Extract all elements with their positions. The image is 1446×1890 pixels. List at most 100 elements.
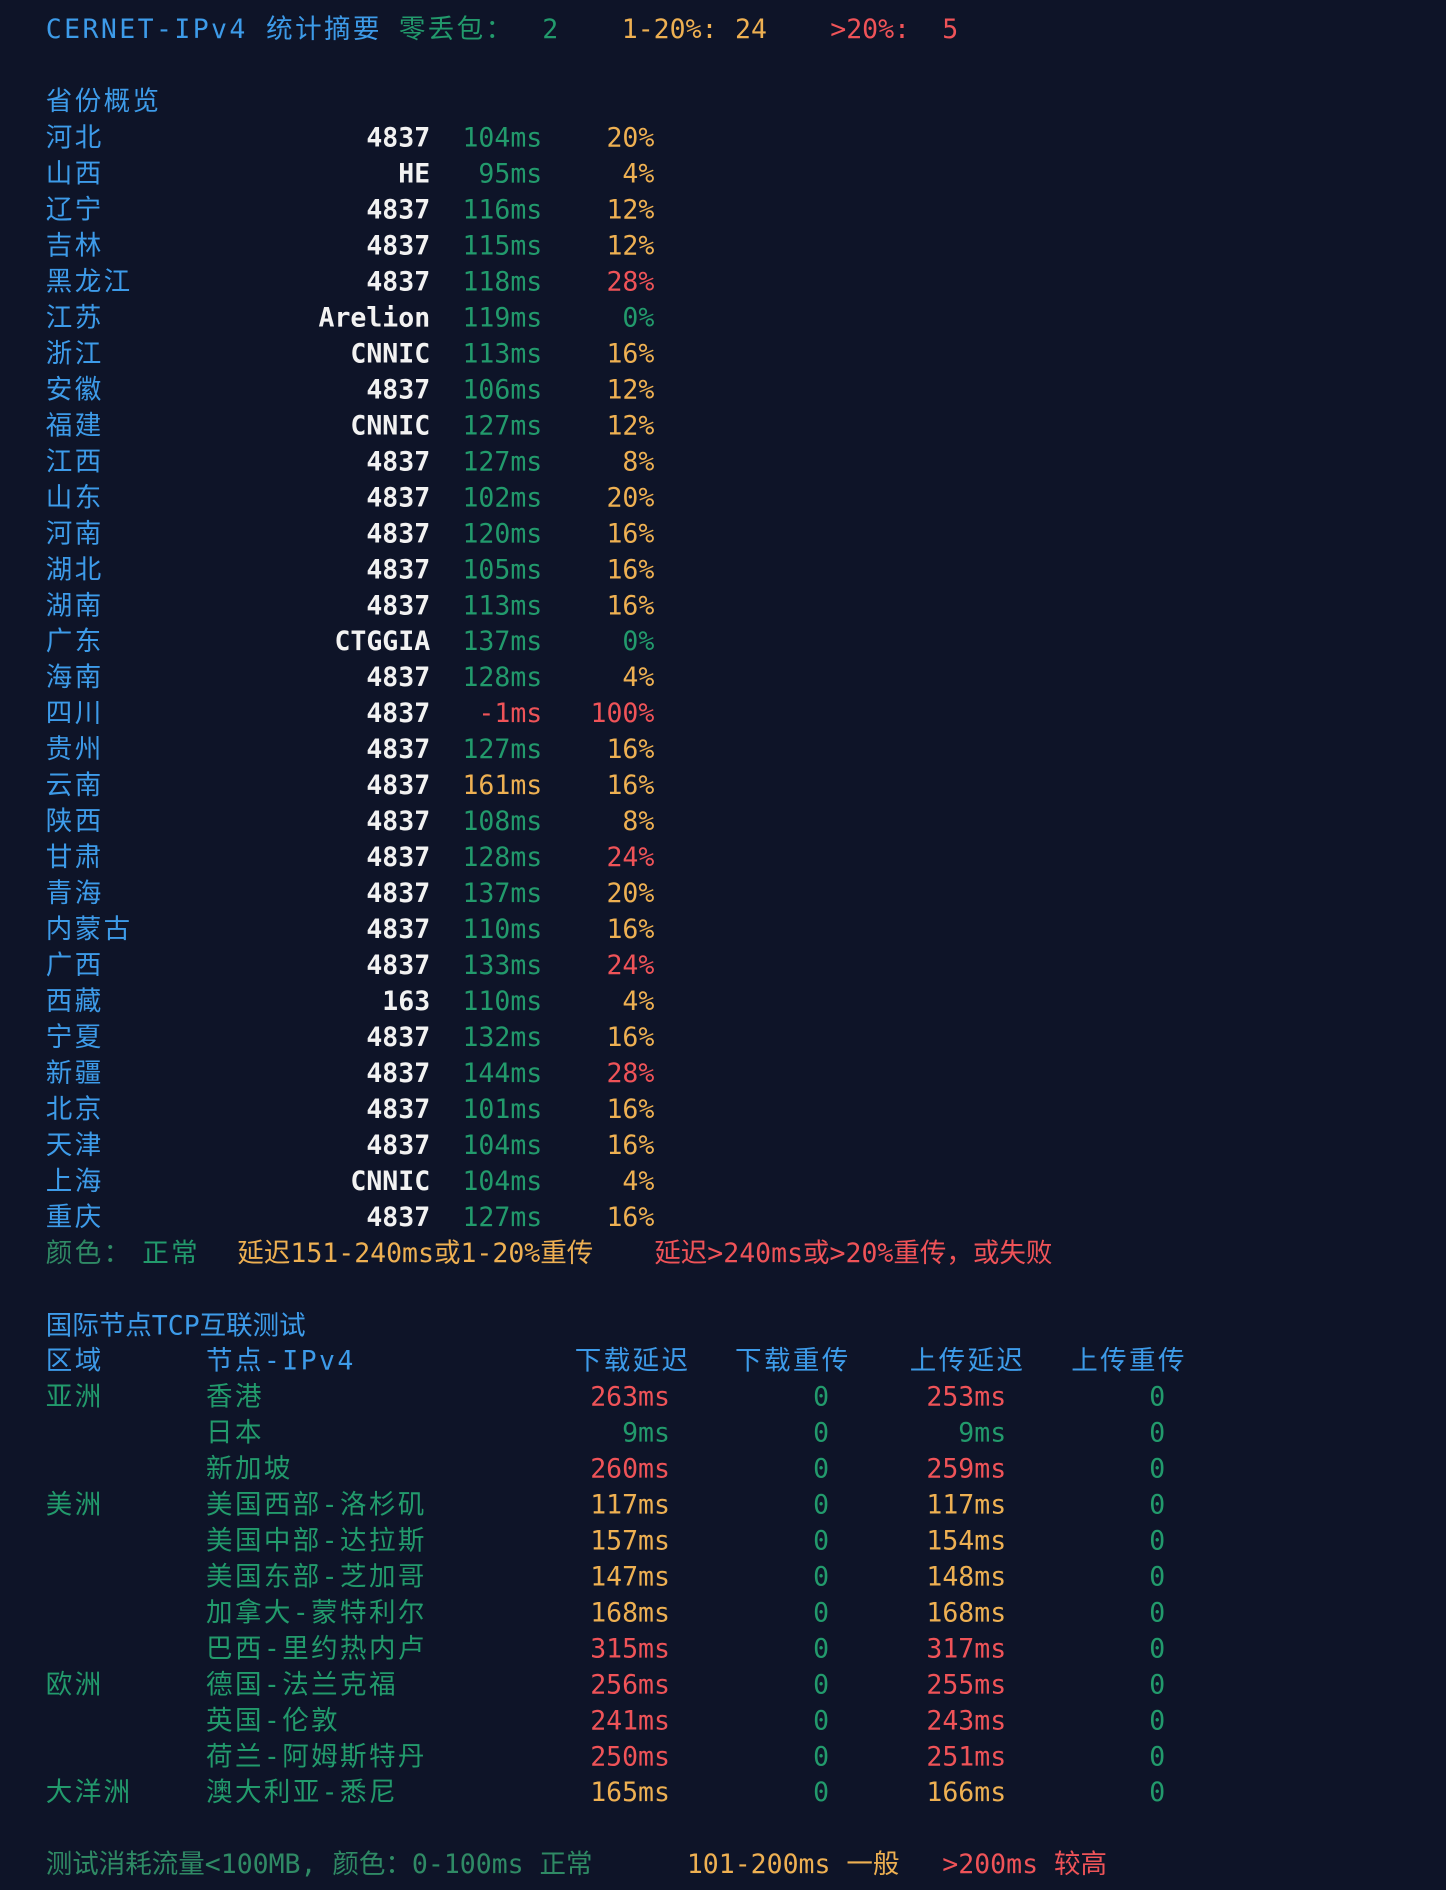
mid-count: 24	[735, 14, 767, 45]
download-retransmit: 0	[813, 1382, 829, 1413]
upload-retransmit: 0	[1149, 1705, 1165, 1736]
asn: 4837	[366, 446, 430, 477]
legend-bad: 延迟>240ms或>20%重传，或失败	[654, 1238, 1052, 1269]
asn: 4837	[366, 878, 430, 909]
loss: 24%	[606, 842, 654, 873]
section-title: 省份概览	[46, 86, 162, 117]
upload-latency: 251ms	[926, 1741, 1006, 1772]
legend-normal: 正常	[142, 1238, 200, 1269]
asn: 4837	[366, 518, 430, 549]
column-header: 下载延迟	[575, 1345, 691, 1376]
asn: 4837	[366, 554, 430, 585]
province: 湖北	[46, 554, 104, 585]
province: 贵州	[46, 734, 104, 765]
legend-label: 颜色：	[46, 1238, 133, 1269]
node: 新加坡	[206, 1454, 293, 1485]
latency: 128ms	[462, 662, 542, 693]
upload-retransmit: 0	[1149, 1454, 1165, 1485]
download-latency: 165ms	[590, 1777, 670, 1808]
latency: 101ms	[462, 1094, 542, 1125]
asn: CNNIC	[350, 338, 430, 369]
asn: 4837	[366, 230, 430, 261]
node: 美国中部-达拉斯	[206, 1525, 427, 1556]
latency: 105ms	[462, 554, 542, 585]
region: 大洋洲	[46, 1777, 133, 1808]
province: 广东	[46, 626, 104, 657]
latency: 127ms	[462, 734, 542, 765]
asn: CNNIC	[350, 410, 430, 441]
province: 广西	[46, 950, 104, 981]
column-header: 下载重传	[735, 1345, 851, 1376]
loss: 12%	[606, 374, 654, 405]
province: 甘肃	[46, 842, 104, 873]
province: 河北	[46, 122, 104, 153]
zero-count: 2	[542, 14, 558, 45]
upload-retransmit: 0	[1149, 1382, 1165, 1413]
asn: 4837	[366, 194, 430, 225]
latency: 137ms	[462, 626, 542, 657]
upload-latency: 9ms	[958, 1418, 1006, 1449]
latency: 113ms	[462, 590, 542, 621]
province: 云南	[46, 770, 104, 801]
legend-warn: 延迟151-240ms或1-20%重传	[237, 1238, 593, 1269]
asn: 4837	[366, 950, 430, 981]
asn: CNNIC	[350, 1166, 430, 1197]
province: 江西	[46, 446, 104, 477]
download-latency: 147ms	[590, 1561, 670, 1592]
node: 澳大利亚-悉尼	[206, 1777, 398, 1808]
province: 山东	[46, 482, 104, 513]
column-header: 节点-IPv4	[206, 1345, 356, 1376]
latency: 113ms	[462, 338, 542, 369]
latency: 128ms	[462, 842, 542, 873]
summary-title: CERNET-IPv4 统计摘要	[46, 14, 382, 45]
upload-latency: 154ms	[926, 1525, 1006, 1556]
province: 安徽	[46, 374, 104, 405]
download-latency: 250ms	[590, 1741, 670, 1772]
latency: 95ms	[478, 158, 542, 189]
asn: 4837	[366, 1130, 430, 1161]
province: 湖南	[46, 590, 104, 621]
download-retransmit: 0	[813, 1489, 829, 1520]
upload-retransmit: 0	[1149, 1741, 1165, 1772]
download-latency: 241ms	[590, 1705, 670, 1736]
loss: 100%	[590, 698, 654, 729]
asn: 4837	[366, 374, 430, 405]
download-retransmit: 0	[813, 1561, 829, 1592]
asn: 163	[382, 986, 430, 1017]
asn: CTGGIA	[334, 626, 430, 657]
asn: 4837	[366, 770, 430, 801]
loss: 16%	[606, 1094, 654, 1125]
column-header: 上传延迟	[910, 1345, 1026, 1376]
loss: 12%	[606, 194, 654, 225]
loss: 16%	[606, 770, 654, 801]
asn: Arelion	[318, 302, 430, 333]
loss: 8%	[622, 806, 654, 837]
upload-retransmit: 0	[1149, 1489, 1165, 1520]
upload-latency: 255ms	[926, 1669, 1006, 1700]
latency: -1ms	[478, 698, 542, 729]
province: 天津	[46, 1130, 104, 1161]
upload-latency: 117ms	[926, 1489, 1006, 1520]
zero-label: 零丢包：	[399, 14, 515, 45]
download-retransmit: 0	[813, 1597, 829, 1628]
asn: 4837	[366, 698, 430, 729]
region: 欧洲	[46, 1669, 104, 1700]
node: 香港	[206, 1382, 264, 1413]
latency: 104ms	[462, 1130, 542, 1161]
latency: 110ms	[462, 986, 542, 1017]
latency: 132ms	[462, 1022, 542, 1053]
loss: 4%	[622, 1166, 654, 1197]
upload-retransmit: 0	[1149, 1525, 1165, 1556]
node: 加拿大-蒙特利尔	[206, 1597, 427, 1628]
download-retransmit: 0	[813, 1525, 829, 1556]
asn: 4837	[366, 914, 430, 945]
upload-latency: 253ms	[926, 1382, 1006, 1413]
upload-retransmit: 0	[1149, 1418, 1165, 1449]
download-latency: 157ms	[590, 1525, 670, 1556]
asn: 4837	[366, 1202, 430, 1233]
node: 美国东部-芝加哥	[206, 1561, 427, 1592]
loss: 16%	[606, 914, 654, 945]
latency: 104ms	[462, 122, 542, 153]
